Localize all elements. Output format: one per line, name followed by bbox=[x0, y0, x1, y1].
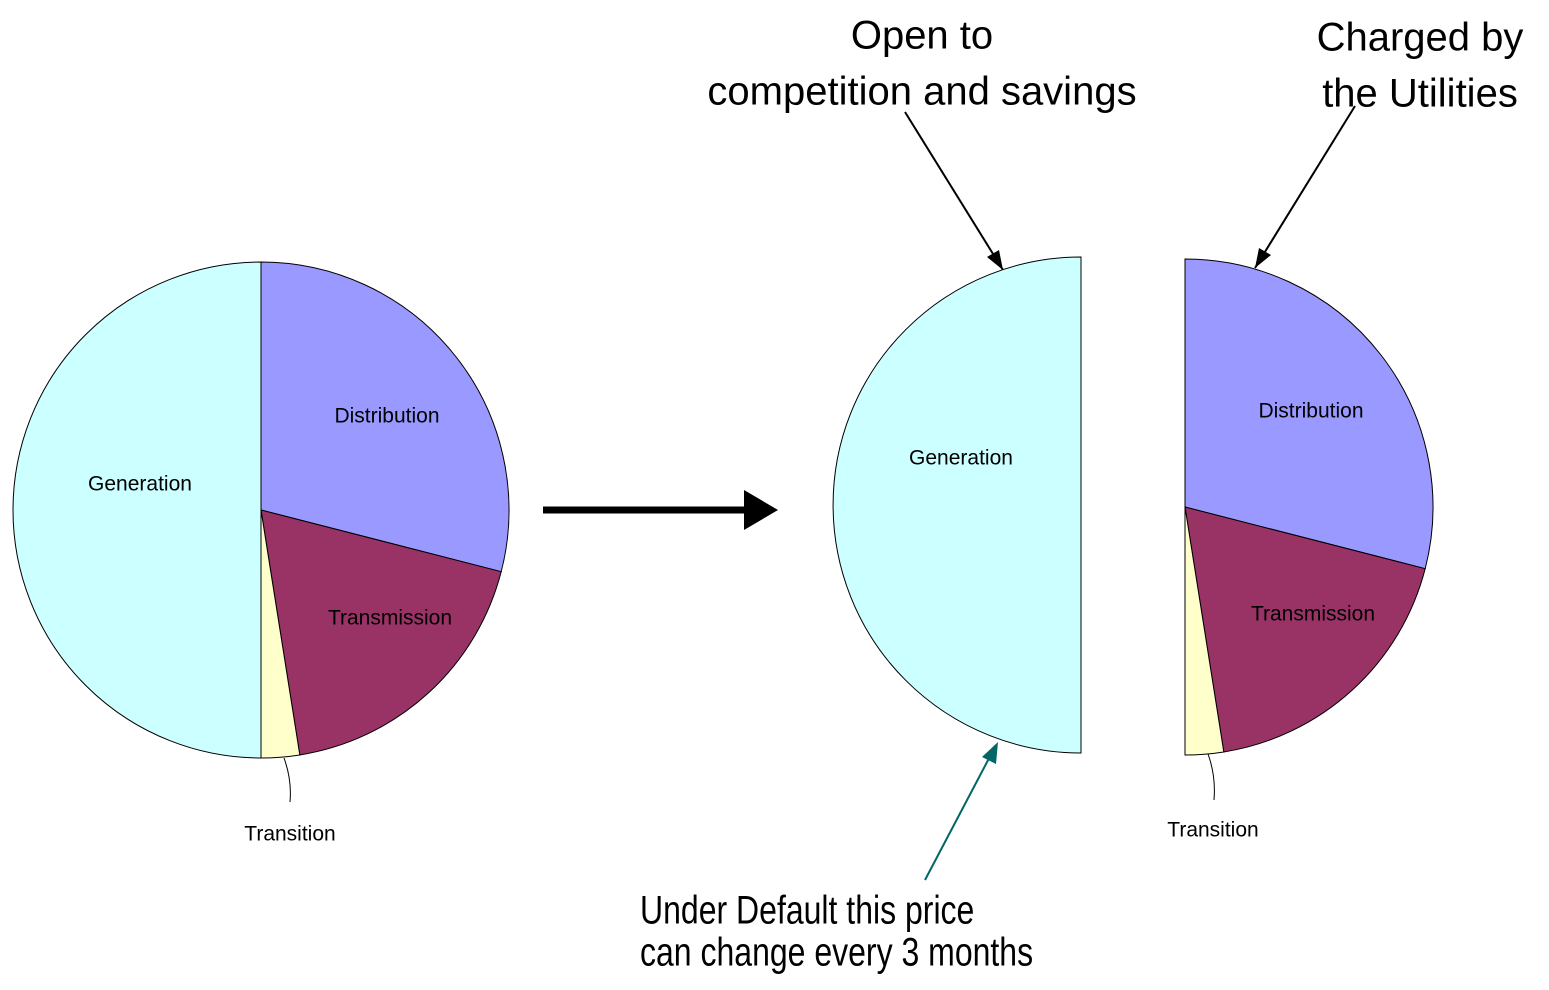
pointer bbox=[904, 111, 1004, 271]
slice-label: Generation bbox=[909, 447, 1013, 470]
pointer-head bbox=[1255, 248, 1271, 268]
annotation: the Utilities bbox=[1322, 72, 1518, 116]
pie-slice bbox=[832, 256, 1082, 754]
pie-slice bbox=[1184, 506, 1225, 756]
annotation: competition and savings bbox=[707, 70, 1136, 114]
pie-slice bbox=[1184, 506, 1426, 753]
slice-label: Transmission bbox=[1251, 603, 1375, 626]
annotation: Open to bbox=[851, 14, 993, 58]
annotation: can change every 3 months bbox=[640, 929, 1033, 974]
slice-label: Transition bbox=[244, 823, 335, 846]
pointer-head bbox=[982, 742, 998, 764]
pie-slice bbox=[12, 261, 262, 759]
arrow-head bbox=[744, 490, 778, 530]
slice-label: Transmission bbox=[328, 607, 452, 630]
pie-slice bbox=[260, 261, 510, 573]
pointer bbox=[1254, 105, 1356, 269]
pie-slice bbox=[1184, 258, 1434, 570]
leader-line bbox=[283, 757, 291, 803]
pointer bbox=[924, 744, 997, 881]
slice-label: Generation bbox=[88, 473, 192, 496]
slice-label: Distribution bbox=[334, 405, 439, 428]
slice-label: Distribution bbox=[1258, 400, 1363, 423]
slice-label: Transition bbox=[1167, 819, 1258, 842]
annotation: Charged by bbox=[1317, 16, 1524, 60]
annotation: Under Default this price bbox=[640, 887, 974, 932]
leader-line bbox=[1207, 753, 1215, 801]
pointer-head bbox=[987, 250, 1003, 270]
pie-slice bbox=[260, 509, 502, 756]
